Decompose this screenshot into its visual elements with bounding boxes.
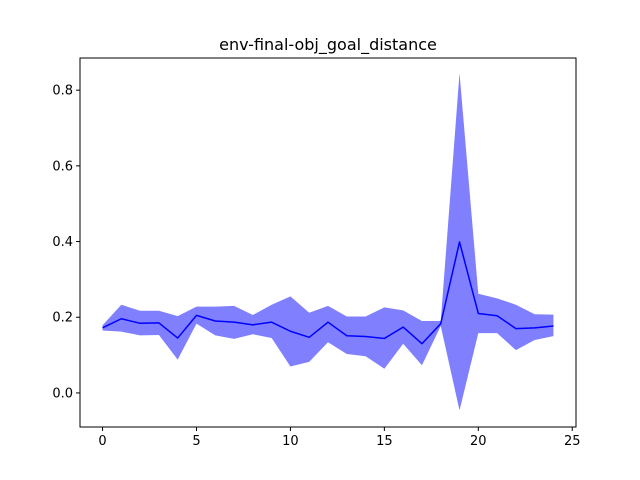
y-tick-label: 0.0 bbox=[52, 386, 73, 401]
x-tick-label: 15 bbox=[376, 434, 393, 449]
mean-line bbox=[102, 241, 554, 345]
confidence-band bbox=[102, 73, 554, 411]
x-tick-label: 10 bbox=[282, 434, 299, 449]
confidence-band-layer bbox=[102, 73, 554, 411]
y-tick-label: 0.8 bbox=[52, 84, 73, 99]
mean-line-layer bbox=[102, 241, 554, 345]
plot-frame bbox=[79, 57, 577, 428]
y-tick-label: 0.6 bbox=[52, 159, 73, 174]
x-tick-label: 20 bbox=[470, 434, 487, 449]
x-tick-label: 0 bbox=[98, 434, 106, 449]
chart-title: env-final-obj_goal_distance bbox=[219, 35, 437, 55]
axes-layer: 0 5 10 15 20 25 0.0 0.2 0.4 0.6 0.8 bbox=[52, 57, 581, 449]
y-tick-label: 0.4 bbox=[52, 235, 73, 250]
x-tick-label: 5 bbox=[192, 434, 200, 449]
y-tick-label: 0.2 bbox=[52, 311, 73, 326]
x-tick-label: 25 bbox=[564, 434, 581, 449]
